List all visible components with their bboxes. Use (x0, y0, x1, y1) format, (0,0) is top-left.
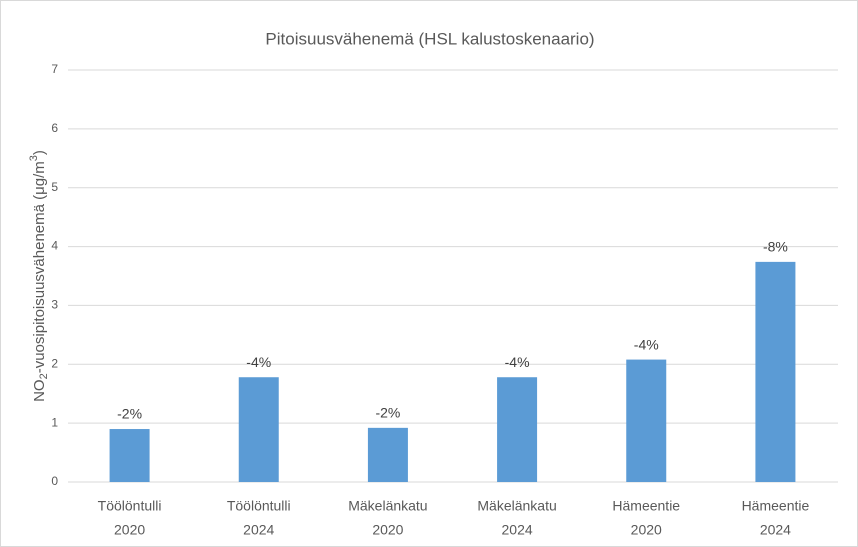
x-tick-label: 2020 (114, 522, 145, 538)
y-tick-label: 7 (51, 62, 58, 76)
x-tick-label: Töölöntulli (98, 498, 162, 514)
chart-title: Pitoisuusvähenemä (HSL kalustoskenaario) (265, 29, 594, 48)
bar-annotation: -4% (634, 336, 659, 352)
x-tick-label: 2020 (631, 522, 662, 538)
y-tick-label: 3 (51, 298, 58, 312)
bar (109, 429, 150, 482)
y-label-part: -vuosipitoisuusvähenemä (μg/m (31, 161, 48, 373)
bar-annotation: -4% (505, 354, 530, 370)
bar (497, 377, 538, 482)
x-tick-label: 2024 (243, 522, 274, 538)
y-tick-label: 4 (51, 239, 58, 253)
x-tick-label: Mäkelänkatu (348, 498, 427, 514)
y-label-part: ) (31, 150, 48, 155)
x-tick-label: Mäkelänkatu (477, 498, 556, 514)
bar-annotation: -8% (763, 239, 788, 255)
x-tick-label: Töölöntulli (227, 498, 291, 514)
y-axis-label: NO2-vuosipitoisuusvähenemä (μg/m3) (28, 150, 50, 402)
y-tick-label: 2 (51, 356, 58, 370)
bar (755, 261, 796, 482)
x-tick-label: 2024 (760, 522, 791, 538)
bar (367, 427, 408, 482)
x-tick-label: Hämeentie (612, 498, 680, 514)
bar-annotation: -2% (117, 406, 142, 422)
y-label-sub: 2 (38, 373, 50, 379)
y-tick-label: 0 (51, 474, 58, 488)
bar (626, 359, 667, 482)
bar-annotation: -4% (246, 354, 271, 370)
y-label-part: NO (31, 379, 48, 402)
x-tick-label: 2020 (372, 522, 403, 538)
y-tick-label: 5 (51, 180, 58, 194)
y-label-sup: 3 (28, 155, 40, 161)
x-tick-label: Hämeentie (742, 498, 810, 514)
y-tick-label: 6 (51, 121, 58, 135)
bar-annotation: -2% (375, 405, 400, 421)
bar (238, 377, 279, 482)
y-tick-label: 1 (51, 415, 58, 429)
x-tick-label: 2024 (502, 522, 533, 538)
